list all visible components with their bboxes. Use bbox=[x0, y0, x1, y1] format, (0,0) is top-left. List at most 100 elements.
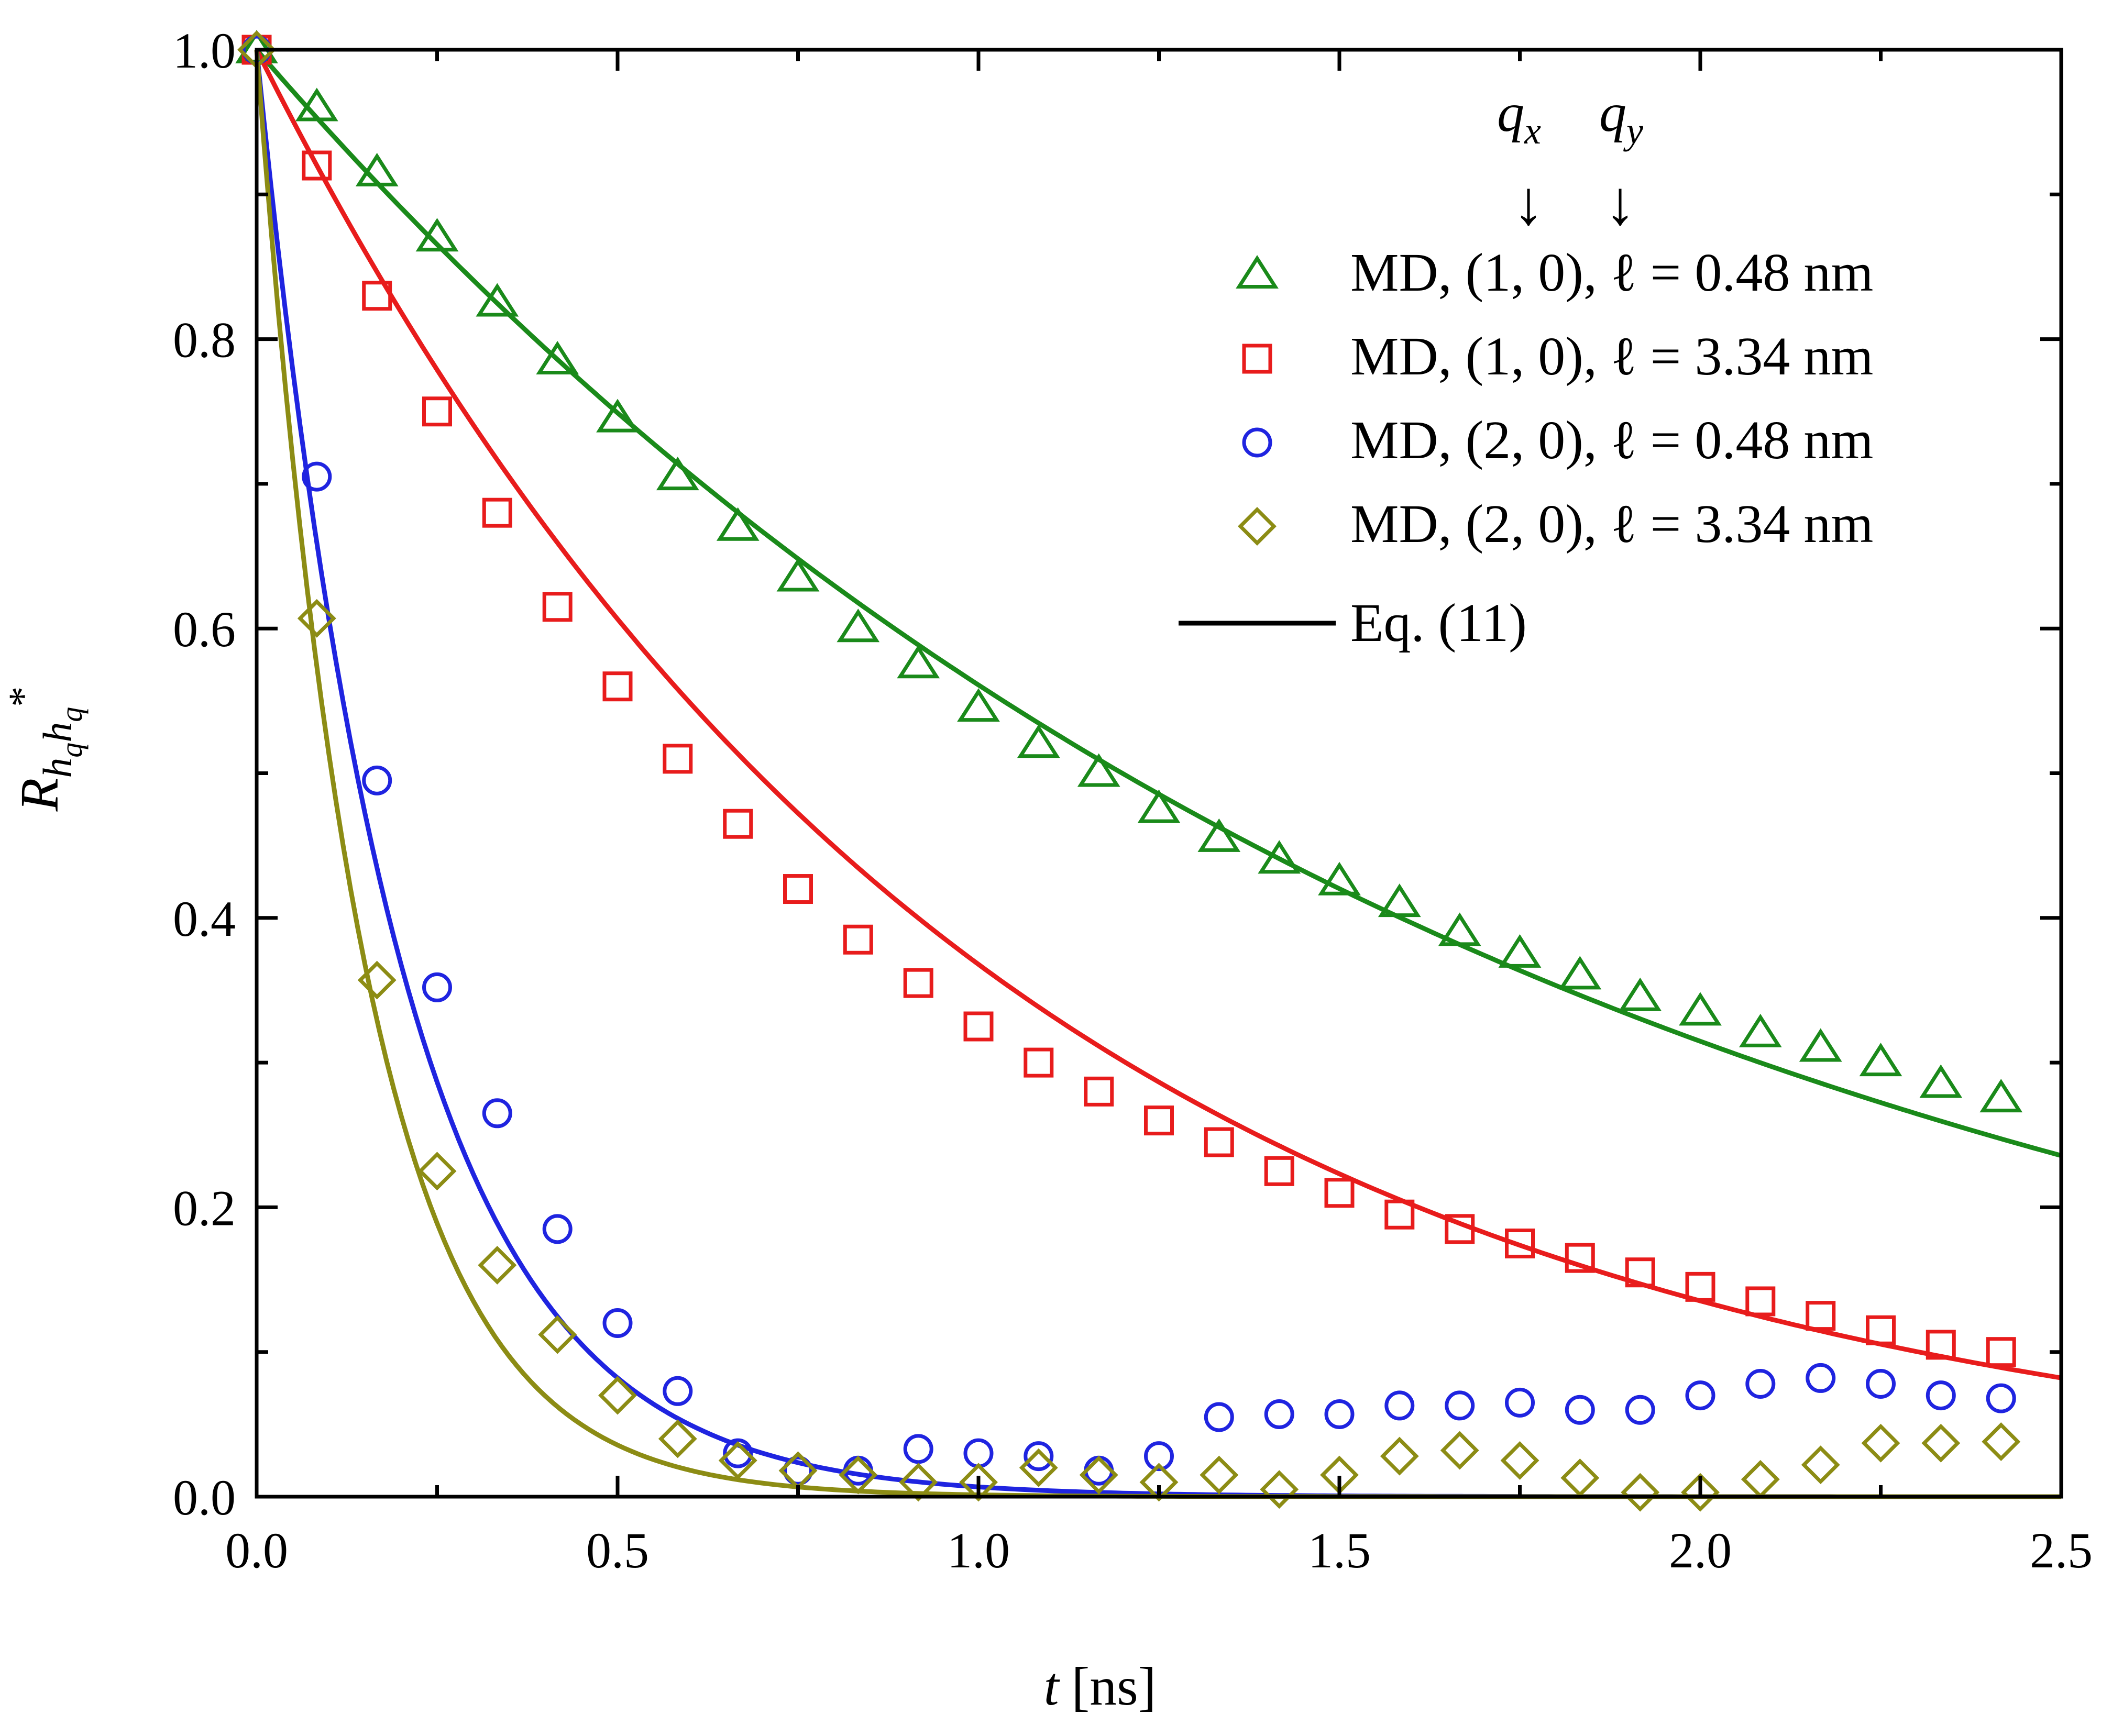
y-tick-label: 1.0 bbox=[173, 23, 236, 79]
data-point bbox=[1926, 1380, 1956, 1411]
arrow-down-icon: ↓ bbox=[1513, 168, 1544, 238]
x-axis-var: t bbox=[1044, 1656, 1060, 1717]
data-point bbox=[1139, 1463, 1179, 1502]
data-point bbox=[776, 558, 820, 592]
data-point bbox=[718, 1441, 757, 1480]
data-point bbox=[1084, 1455, 1114, 1486]
data-point bbox=[1982, 1422, 2021, 1461]
data-point bbox=[1806, 1363, 1836, 1393]
data-point bbox=[1024, 1441, 1054, 1472]
data-point bbox=[839, 1455, 878, 1495]
x-tick-label: 1.5 bbox=[1308, 1522, 1371, 1578]
y-tick-label: 0.6 bbox=[173, 601, 236, 657]
data-point bbox=[1380, 1436, 1419, 1476]
data-point bbox=[1384, 1390, 1415, 1421]
data-point bbox=[1866, 1315, 1896, 1345]
legend-label: MD, (1, 0), ℓ = 0.48 nm bbox=[1350, 242, 1873, 303]
data-point bbox=[417, 1152, 457, 1191]
data-point bbox=[903, 1434, 933, 1464]
y-tick-label: 0.8 bbox=[173, 312, 236, 368]
data-point bbox=[843, 924, 873, 955]
data-point bbox=[663, 744, 693, 774]
data-point bbox=[297, 599, 336, 638]
data-point bbox=[1498, 934, 1542, 968]
y-label-sub2: h bbox=[35, 722, 80, 743]
data-point bbox=[1017, 724, 1060, 758]
data-point bbox=[1445, 1214, 1475, 1244]
y-label-subsub1: q bbox=[54, 743, 89, 758]
data-point bbox=[963, 1011, 994, 1042]
y-tick-label: 0.0 bbox=[173, 1469, 236, 1525]
data-point bbox=[598, 1376, 637, 1415]
data-point bbox=[422, 972, 452, 1002]
data-point bbox=[1197, 818, 1241, 852]
legend-fit-label: Eq. (11) bbox=[1350, 593, 1527, 653]
data-point bbox=[1565, 1243, 1595, 1273]
data-point bbox=[903, 968, 933, 998]
data-point bbox=[1625, 1257, 1655, 1288]
data-point bbox=[1685, 1271, 1715, 1302]
data-point bbox=[1378, 883, 1421, 917]
data-point bbox=[1324, 1178, 1355, 1208]
data-point bbox=[596, 399, 639, 433]
x-axis-label: t [ns] bbox=[1044, 1656, 1157, 1717]
data-point bbox=[959, 1463, 998, 1502]
data-point bbox=[783, 874, 813, 904]
data-point bbox=[1565, 1395, 1595, 1425]
data-point bbox=[482, 1098, 512, 1129]
data-point bbox=[723, 809, 753, 839]
data-point bbox=[476, 283, 519, 317]
data-point bbox=[1258, 840, 1301, 874]
axis-ticks: 0.0 0.5 1.0 1.5 2.0 2.5 0.0 0.2 0.4 0.6 0.8 1.0 bbox=[173, 23, 2093, 1578]
legend-marker bbox=[1238, 507, 1277, 546]
data-point bbox=[1799, 1028, 1842, 1062]
data-point bbox=[1079, 1455, 1118, 1495]
data-point bbox=[1741, 1459, 1780, 1499]
data-point bbox=[1625, 1395, 1655, 1425]
y-label-sup: * bbox=[0, 687, 46, 707]
data-point bbox=[1921, 1423, 1961, 1463]
data-point bbox=[1505, 1228, 1535, 1258]
data-point bbox=[1144, 1441, 1174, 1472]
data-point bbox=[1986, 1383, 2016, 1413]
data-point bbox=[783, 1455, 813, 1486]
legend-marker bbox=[1242, 344, 1272, 374]
data-point bbox=[1806, 1301, 1836, 1331]
data-point bbox=[1077, 753, 1120, 787]
data-point bbox=[1024, 1047, 1054, 1078]
x-tick-label: 0.5 bbox=[586, 1522, 649, 1578]
data-point bbox=[302, 150, 332, 181]
x-tick-label: 2.5 bbox=[2030, 1522, 2093, 1578]
data-point bbox=[538, 1315, 577, 1354]
data-point bbox=[422, 396, 452, 427]
data-point bbox=[1137, 789, 1181, 823]
data-point bbox=[1866, 1368, 1896, 1399]
legend-qx-label: qx bbox=[1497, 83, 1541, 152]
data-point bbox=[1621, 1473, 1660, 1512]
data-point bbox=[362, 765, 392, 795]
fit-line bbox=[254, 48, 2062, 1380]
data-point bbox=[1084, 1076, 1114, 1107]
data-point bbox=[1986, 1337, 2016, 1367]
data-point bbox=[1318, 861, 1361, 895]
fit-line bbox=[255, 48, 2062, 1158]
data-point bbox=[1505, 1387, 1535, 1418]
data-point bbox=[1679, 992, 1722, 1026]
data-point bbox=[602, 671, 633, 702]
data-point bbox=[1745, 1368, 1776, 1399]
data-point bbox=[1681, 1473, 1720, 1512]
data-point bbox=[1926, 1330, 1956, 1360]
data-point bbox=[1438, 912, 1481, 946]
data-point bbox=[1619, 977, 1662, 1011]
data-point bbox=[1384, 1199, 1415, 1230]
x-axis-unit: [ns] bbox=[1072, 1656, 1157, 1717]
data-point bbox=[542, 1214, 573, 1244]
y-tick-label: 0.2 bbox=[173, 1180, 236, 1236]
data-point bbox=[1500, 1441, 1539, 1480]
data-point bbox=[415, 218, 459, 252]
data-point bbox=[1204, 1402, 1234, 1432]
data-point bbox=[658, 1419, 697, 1458]
data-point bbox=[1801, 1445, 1840, 1485]
